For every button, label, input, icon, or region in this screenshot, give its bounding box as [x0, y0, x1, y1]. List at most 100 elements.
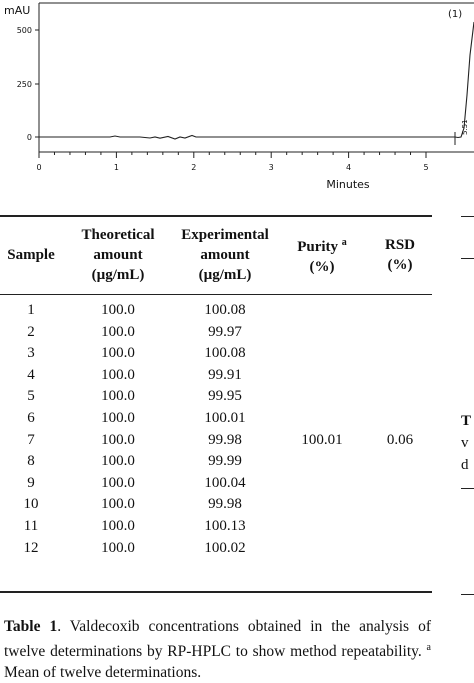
- cell-rsd: [368, 473, 432, 495]
- cell-purity: 100.01: [301, 431, 343, 448]
- side-rule-1: [461, 216, 474, 218]
- table-row: 10 100.0 99.98: [0, 494, 432, 516]
- cell-sample: 5: [27, 388, 35, 405]
- x-tick-label: 2: [191, 163, 196, 172]
- table-row: 1 100.0 100.08: [0, 294, 432, 322]
- table-row: 11 100.0 100.13: [0, 516, 432, 538]
- table-row: 2 100.0 99.97: [0, 322, 432, 344]
- cell-purity: [276, 294, 368, 322]
- cell-experimental: 100.08: [204, 345, 246, 362]
- cell-purity: [276, 322, 368, 344]
- cell-theoretical: 100.0: [101, 517, 135, 534]
- cell-sample: 4: [27, 366, 35, 383]
- y-tick-label: 500: [17, 26, 32, 35]
- cell-purity: [276, 538, 368, 560]
- cell-sample: 6: [27, 409, 35, 426]
- cell-rsd: [368, 494, 432, 516]
- table-top-rule: [0, 215, 432, 217]
- cell-theoretical: 100.0: [101, 323, 135, 340]
- caption-text: . Valdecoxib concentrations obtained in …: [4, 617, 431, 660]
- table-bottom-rule: [0, 591, 432, 593]
- y-unit-label: mAU: [4, 4, 30, 17]
- cell-theoretical: 100.0: [101, 474, 135, 491]
- cell-purity: [276, 408, 368, 430]
- table-row: 5 100.0 99.95: [0, 386, 432, 408]
- baseline-trace: [39, 21, 474, 140]
- caption-note-marker: a: [426, 641, 431, 653]
- cell-rsd: [368, 322, 432, 344]
- cell-sample: 9: [27, 474, 35, 491]
- cell-rsd: [368, 516, 432, 538]
- x-tick-label: 1: [114, 163, 119, 172]
- side-rule-2: [461, 258, 474, 259]
- y-tick-label: 0: [27, 133, 32, 142]
- cell-rsd: [368, 386, 432, 408]
- y-tick-label: 250: [17, 80, 32, 89]
- x-tick-label: 0: [36, 163, 41, 172]
- table-row: 12 100.0 100.02: [0, 538, 432, 560]
- cell-theoretical: 100.0: [101, 431, 135, 448]
- x-tick-label: 4: [346, 163, 351, 172]
- cell-experimental: 99.98: [208, 496, 242, 513]
- cell-experimental: 100.04: [204, 474, 246, 491]
- cell-theoretical: 100.0: [101, 366, 135, 383]
- cell-purity: [276, 365, 368, 387]
- table-row: 3 100.0 100.08: [0, 343, 432, 365]
- header-purity: Purity a (%): [297, 237, 347, 275]
- cell-sample: 8: [27, 453, 35, 470]
- peak-rt-label: 5.51: [461, 119, 469, 135]
- cell-rsd: [368, 343, 432, 365]
- header-rsd: RSD (%): [384, 237, 415, 273]
- cell-purity: [276, 451, 368, 473]
- side-letter-t: T: [461, 413, 472, 429]
- side-letter-d: d: [461, 457, 469, 473]
- cell-experimental: 100.02: [204, 539, 246, 556]
- table-caption: Table 1. Valdecoxib concentrations obtai…: [4, 616, 431, 683]
- header-sample: Sample: [7, 247, 55, 263]
- cell-theoretical: 100.0: [101, 539, 135, 556]
- cell-rsd: 0.06: [386, 431, 414, 448]
- cell-theoretical: 100.0: [101, 453, 135, 470]
- caption-label: Table 1: [4, 617, 58, 635]
- table-row: 6 100.0 100.01: [0, 408, 432, 430]
- cell-purity: [276, 343, 368, 365]
- cell-experimental: 100.13: [204, 517, 246, 534]
- cell-theoretical: 100.0: [101, 388, 135, 405]
- table-header-rule: [0, 294, 432, 295]
- cell-sample: 3: [27, 345, 35, 362]
- cell-purity: [276, 516, 368, 538]
- cell-rsd: [368, 538, 432, 560]
- header-theoretical: Theoretical amount (µg/mL): [81, 227, 155, 283]
- table-row: 7 100.0 99.98 100.01 0.06: [0, 430, 432, 452]
- cell-rsd: [368, 294, 432, 322]
- side-rule-3: [461, 488, 474, 490]
- cell-rsd: [368, 408, 432, 430]
- header-experimental: Experimental amount (µg/mL): [181, 227, 269, 283]
- table-row: 9 100.0 100.04: [0, 473, 432, 495]
- cell-purity: [276, 473, 368, 495]
- cell-experimental: 99.97: [208, 323, 242, 340]
- cell-theoretical: 100.0: [101, 345, 135, 362]
- purity-footnote-marker: a: [341, 237, 347, 248]
- side-rule-4: [461, 594, 474, 596]
- side-letter-v: v: [461, 435, 469, 451]
- cell-experimental: 99.91: [208, 366, 242, 383]
- caption-note-text: Mean of twelve determinations.: [4, 663, 202, 681]
- cell-theoretical: 100.0: [101, 409, 135, 426]
- cell-purity: [276, 494, 368, 516]
- peak-label: (1): [448, 9, 462, 20]
- cell-sample: 11: [23, 517, 39, 534]
- cell-experimental: 99.98: [208, 431, 242, 448]
- cell-experimental: 100.01: [204, 409, 246, 426]
- cell-sample: 1: [27, 302, 35, 318]
- cell-rsd: [368, 365, 432, 387]
- cell-sample: 12: [23, 539, 39, 556]
- cell-theoretical: 100.0: [101, 302, 135, 318]
- cell-theoretical: 100.0: [101, 496, 135, 513]
- cell-sample: 7: [27, 431, 35, 448]
- cell-purity: [276, 386, 368, 408]
- table-row: 4 100.0 99.91: [0, 365, 432, 387]
- x-tick-label: 3: [269, 163, 274, 172]
- chromatogram: mAU 500 250 0 0 1 2 3 4 5 Minutes 5.51 (1): [4, 2, 474, 191]
- cell-experimental: 99.99: [208, 453, 242, 470]
